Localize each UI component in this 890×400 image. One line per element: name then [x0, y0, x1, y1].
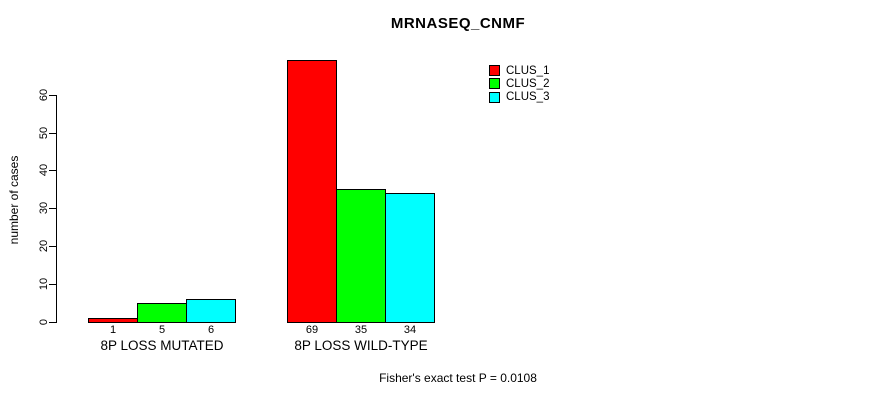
fisher-test-annotation: Fisher's exact test P = 0.0108 — [379, 371, 537, 385]
y-axis-tick-label: 30 — [38, 202, 50, 215]
y-axis-tick-label: 60 — [38, 88, 50, 101]
y-axis-tick — [49, 246, 56, 248]
y-axis-line — [56, 94, 57, 323]
y-axis-tick-label: 40 — [38, 164, 50, 177]
bar-value-label: 1 — [109, 324, 117, 336]
chart-title: MRNASEQ_CNMF — [390, 15, 526, 32]
y-axis-tick — [49, 322, 56, 323]
bar-clus_1 — [88, 318, 138, 323]
bar-clus_1 — [287, 60, 337, 323]
bar-clus_3 — [385, 193, 435, 323]
legend-item: CLUS_1 — [489, 64, 549, 77]
group-label: 8P LOSS MUTATED — [100, 338, 224, 353]
legend-item: CLUS_2 — [489, 77, 549, 90]
bar-value-label: 6 — [207, 324, 215, 336]
y-axis-tick-label: 10 — [38, 277, 50, 291]
y-axis-tick — [49, 284, 56, 286]
y-axis-tick — [49, 94, 56, 96]
y-axis-tick — [49, 208, 56, 210]
legend-label: CLUS_1 — [506, 64, 550, 77]
y-axis-tick-label: 20 — [38, 240, 50, 253]
legend-swatch-icon — [489, 78, 500, 90]
bar-clus_2 — [336, 189, 386, 323]
group-label: 8P LOSS WILD-TYPE — [294, 338, 428, 353]
y-axis-tick-label: 50 — [38, 126, 50, 139]
bar-clus_3 — [186, 299, 236, 323]
y-axis-tick — [49, 132, 56, 134]
legend-label: CLUS_2 — [506, 77, 550, 90]
y-axis-tick-label: 0 — [38, 318, 50, 326]
legend-swatch-icon — [489, 91, 500, 103]
legend: CLUS_1 CLUS_2 CLUS_3 — [489, 64, 549, 104]
y-axis-tick — [49, 170, 56, 172]
bar-value-label: 5 — [158, 324, 166, 336]
legend-label: CLUS_3 — [506, 91, 550, 104]
y-axis-label: number of cases — [7, 155, 21, 245]
legend-item: CLUS_3 — [489, 91, 549, 104]
bar-value-label: 34 — [403, 324, 417, 336]
bar-clus_2 — [137, 303, 187, 323]
bar-value-label: 35 — [354, 324, 368, 336]
bar-value-label: 69 — [305, 324, 319, 336]
legend-swatch-icon — [489, 65, 500, 77]
